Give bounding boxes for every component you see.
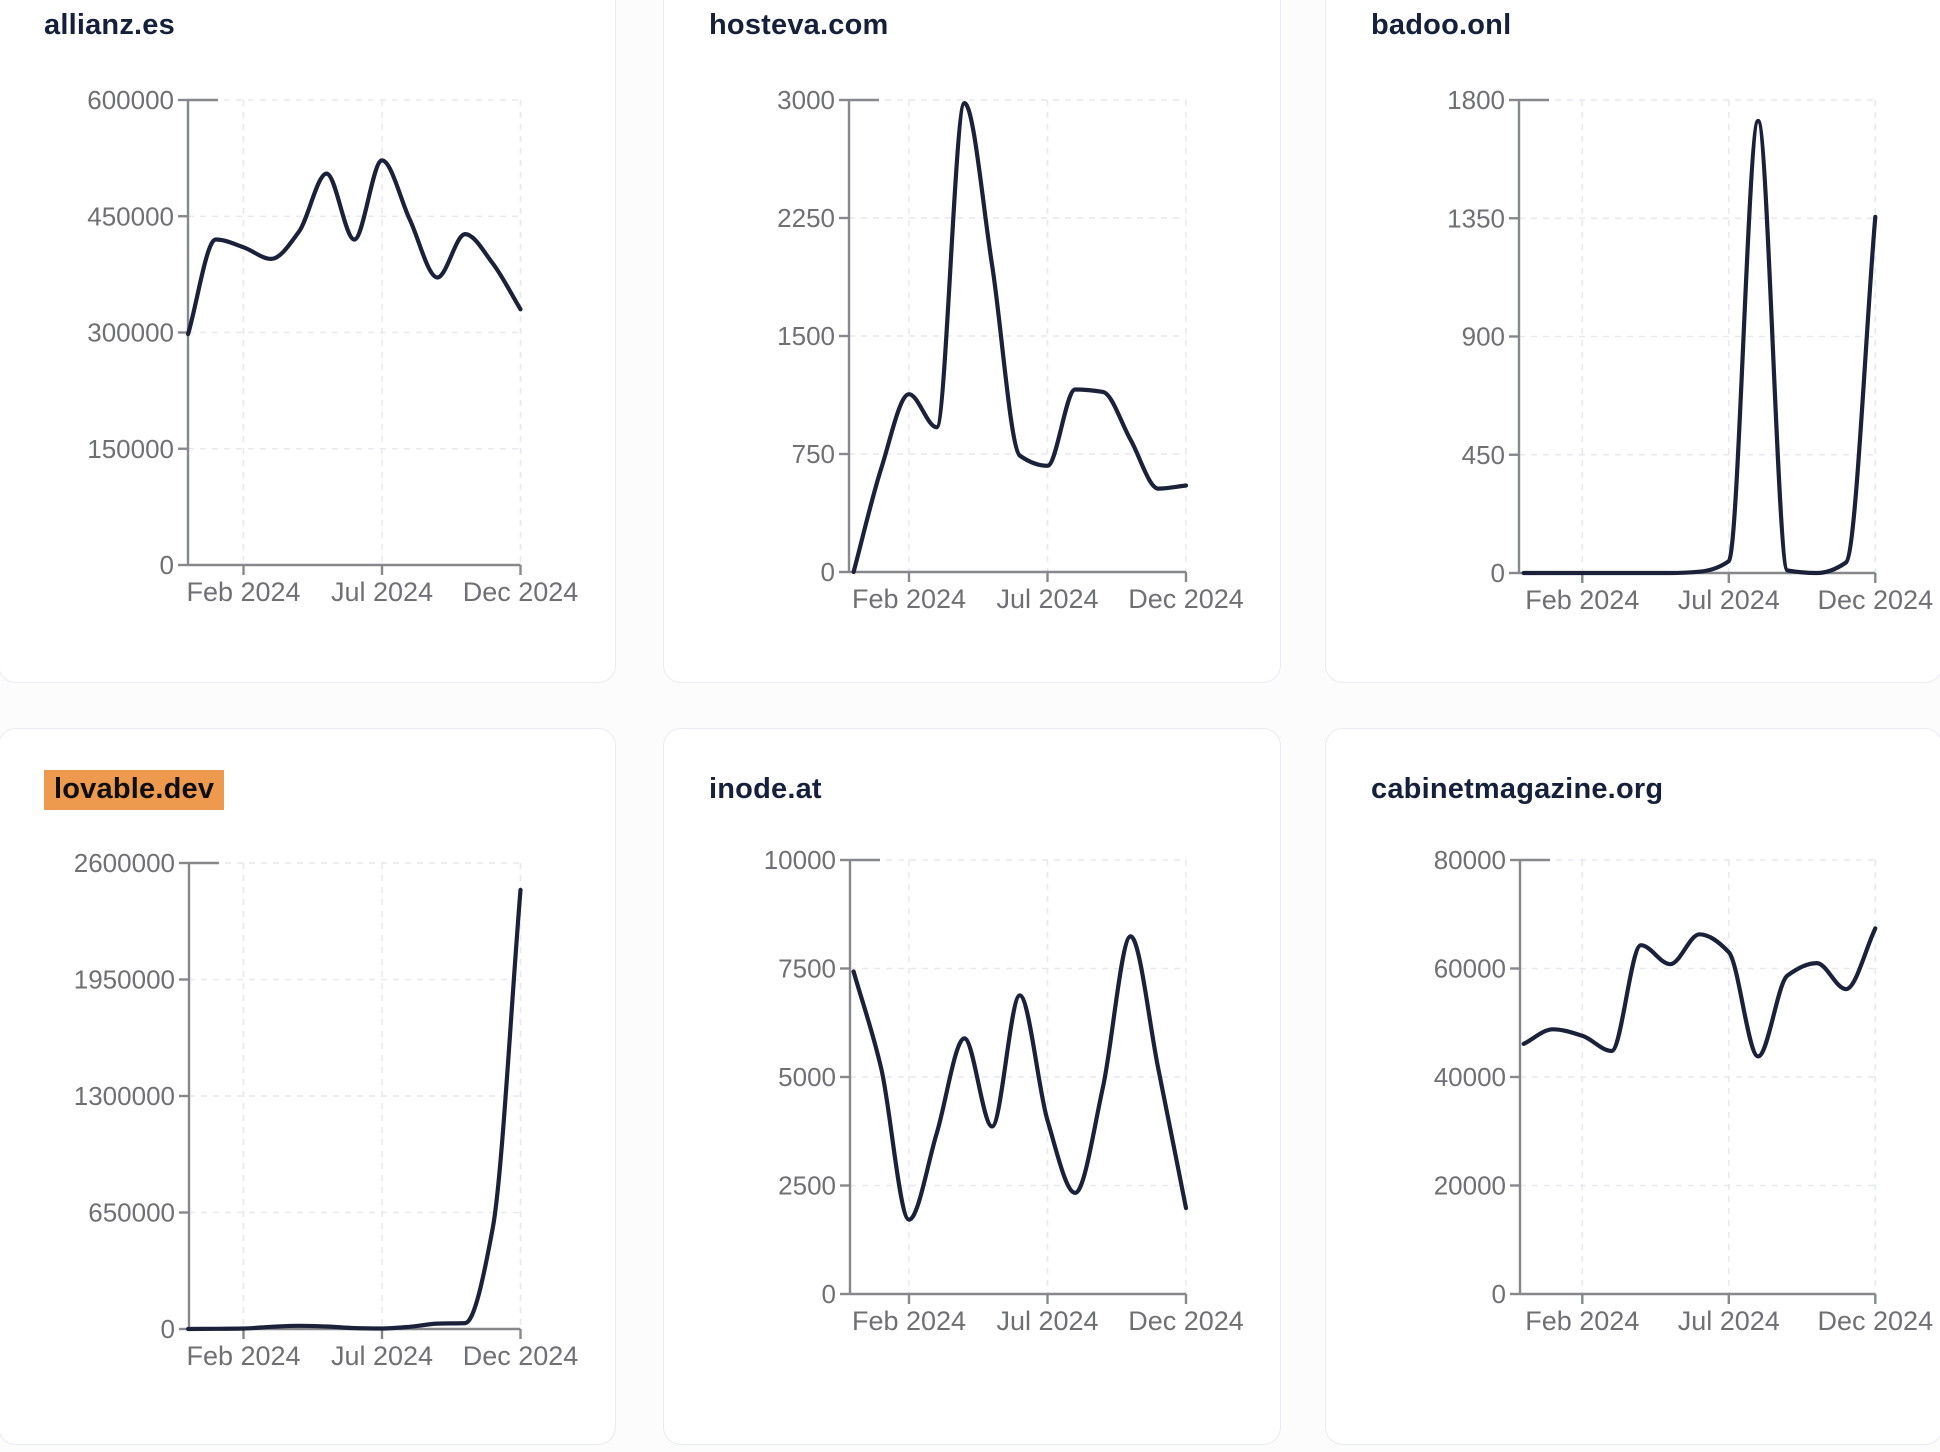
y-tick-label: 750 [792, 439, 835, 469]
y-tick-label: 2500 [778, 1171, 836, 1201]
y-tick-label: 0 [160, 550, 174, 580]
chart-card-badoo: badoo.onl 0 450 900 1350 1800 Feb 2024 Jul 202… [1325, 0, 1940, 683]
chart-title-text: cabinetmagazine.org [1371, 773, 1664, 805]
y-tick-label: 7500 [778, 954, 836, 984]
y-tick-label: 650000 [88, 1198, 175, 1228]
x-tick-label: Jul 2024 [331, 1341, 433, 1371]
x-tick-label: Feb 2024 [1525, 585, 1639, 615]
y-tick-label: 1500 [777, 321, 835, 351]
x-tick-label: Dec 2024 [1818, 585, 1934, 615]
y-tick-label: 2250 [777, 203, 835, 233]
y-tick-label: 5000 [778, 1062, 836, 1092]
y-tick-label: 1300000 [74, 1081, 175, 1111]
y-tick-label: 1950000 [74, 965, 175, 995]
x-tick-label: Feb 2024 [852, 1306, 966, 1336]
y-tick-label: 60000 [1434, 954, 1506, 984]
line-chart: 0 750 1500 2250 3000 Feb 2024 Jul 2024 Dec 2024 [777, 85, 1244, 614]
chart-title-text: hosteva.com [709, 9, 889, 41]
chart-title-highlight: lovable.dev [44, 770, 225, 810]
chart-card-allianz: allianz.es 0 150000 300000 450000 600000 Feb … [0, 0, 616, 683]
line-chart: 0 650000 1300000 1950000 2600000 Feb 2024 Jul … [74, 848, 579, 1371]
chart-title: lovable.dev [44, 770, 225, 810]
x-tick-label: Dec 2024 [1818, 1306, 1934, 1336]
x-tick-label: Feb 2024 [186, 577, 300, 607]
data-line [851, 934, 1189, 1222]
chart-title: badoo.onl [1371, 9, 1511, 42]
chart-title-text: allianz.es [44, 9, 175, 41]
line-chart: 0 450 900 1350 1800 Feb 2024 Jul 2024 Dec 2024 [1447, 85, 1934, 615]
line-chart: 0 2500 5000 7500 10000 Feb 2024 Jul 2024 Dec 20… [764, 845, 1244, 1336]
x-tick-label: Jul 2024 [996, 1306, 1098, 1336]
data-line [1521, 118, 1878, 576]
y-tick-label: 300000 [87, 318, 174, 348]
y-tick-label: 450000 [87, 201, 174, 231]
x-tick-label: Dec 2024 [1128, 1306, 1244, 1336]
x-tick-label: Dec 2024 [463, 577, 579, 607]
y-tick-label: 0 [1491, 558, 1505, 588]
chart-card-hosteva: hosteva.com 0 750 1500 2250 3000 Feb 2024 Jul … [663, 0, 1281, 683]
data-line [851, 101, 1189, 575]
x-tick-label: Feb 2024 [186, 1341, 300, 1371]
chart-card-lovable: lovable.dev 0 650000 1300000 1950000 2600000… [0, 728, 616, 1445]
chart-title: cabinetmagazine.org [1371, 773, 1663, 806]
chart-card-cabinetmagazine: cabinetmagazine.org 0 20000 40000 60000 8000… [1325, 728, 1940, 1445]
data-line [1521, 926, 1878, 1059]
x-tick-label: Dec 2024 [1128, 584, 1244, 614]
y-tick-label: 600000 [87, 85, 174, 115]
x-tick-label: Feb 2024 [1525, 1306, 1639, 1336]
chart-title: inode.at [709, 773, 822, 806]
x-tick-label: Feb 2024 [852, 584, 966, 614]
y-tick-label: 80000 [1434, 845, 1506, 875]
y-tick-label: 0 [161, 1314, 175, 1344]
x-tick-label: Jul 2024 [1678, 1306, 1780, 1336]
chart-title: hosteva.com [709, 9, 889, 42]
data-line [186, 887, 523, 1332]
y-tick-label: 0 [821, 557, 835, 587]
y-tick-label: 10000 [764, 845, 836, 875]
y-tick-label: 0 [1492, 1279, 1506, 1309]
y-tick-label: 3000 [777, 85, 835, 115]
chart-title: allianz.es [44, 9, 175, 42]
y-tick-label: 1350 [1447, 203, 1505, 233]
y-tick-label: 20000 [1434, 1171, 1506, 1201]
line-chart: 0 20000 40000 60000 80000 Feb 2024 Jul 2024 Dec… [1434, 845, 1934, 1336]
y-tick-label: 900 [1462, 322, 1505, 352]
y-tick-label: 150000 [87, 434, 174, 464]
line-chart: 0 150000 300000 450000 600000 Feb 2024 Jul 202… [87, 85, 579, 607]
y-tick-label: 40000 [1434, 1062, 1506, 1092]
x-tick-label: Jul 2024 [996, 584, 1098, 614]
chart-card-inode: inode.at 0 2500 5000 7500 10000 Feb 2024 Jul 2… [663, 728, 1281, 1445]
data-line [186, 158, 523, 337]
y-tick-label: 0 [822, 1279, 836, 1309]
chart-title-text: badoo.onl [1371, 9, 1512, 41]
x-tick-label: Jul 2024 [1678, 585, 1780, 615]
chart-title-text: inode.at [709, 773, 822, 805]
x-tick-label: Jul 2024 [331, 577, 433, 607]
y-tick-label: 450 [1462, 440, 1505, 470]
y-tick-label: 1800 [1447, 85, 1505, 115]
x-tick-label: Dec 2024 [463, 1341, 579, 1371]
y-tick-label: 2600000 [74, 848, 175, 878]
